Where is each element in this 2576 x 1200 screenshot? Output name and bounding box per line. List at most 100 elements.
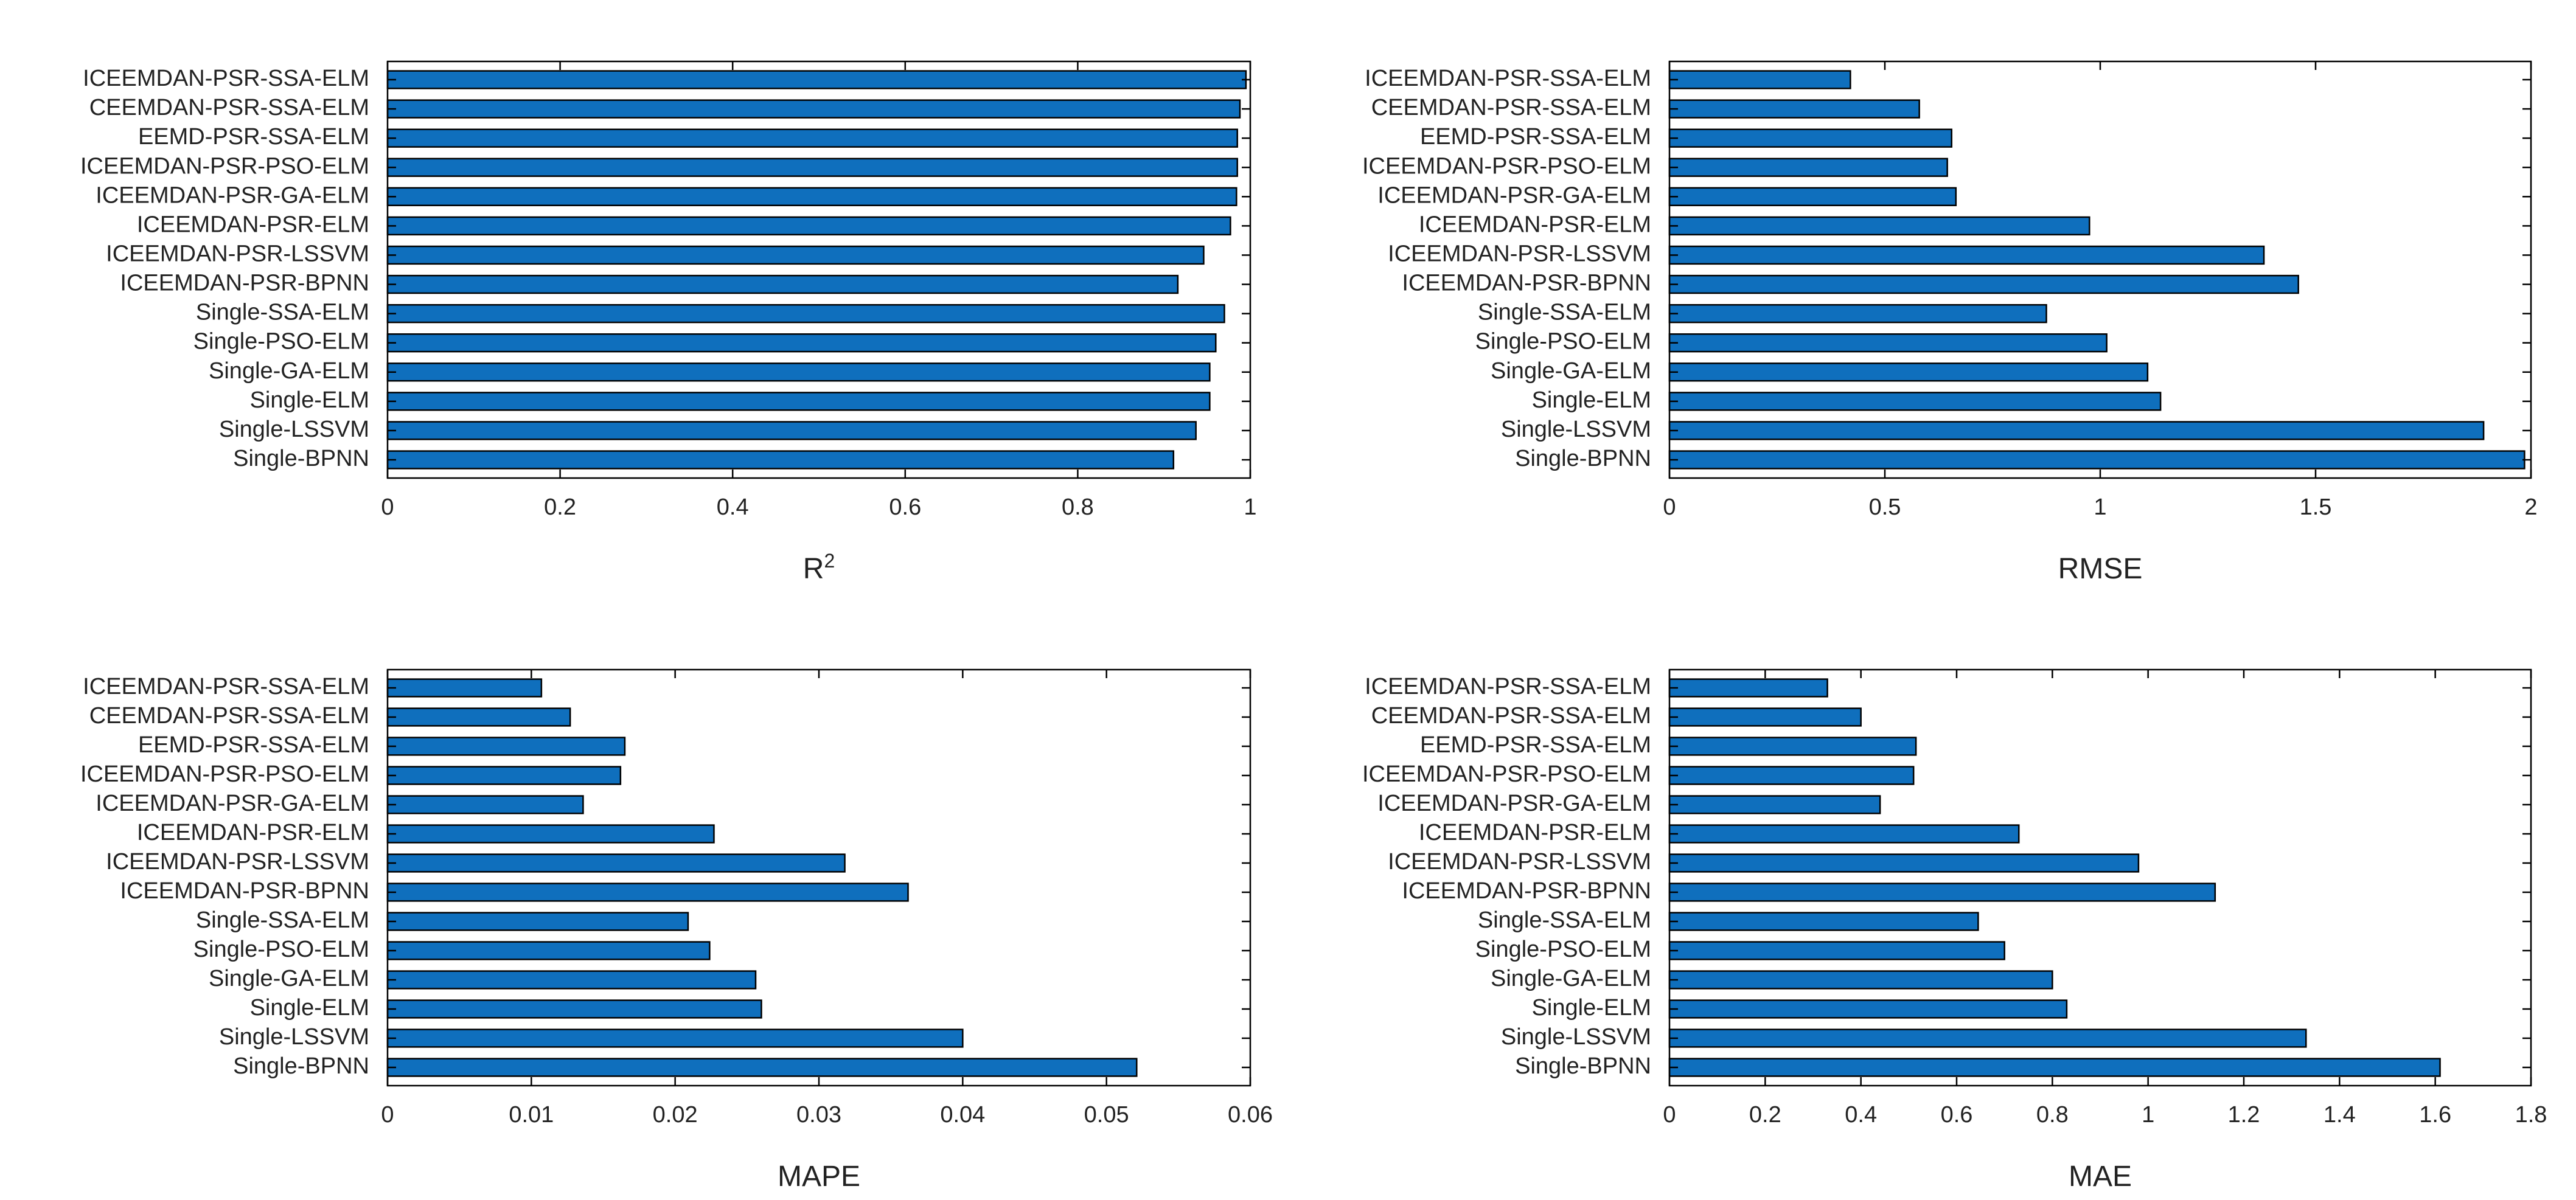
category-label: EEMD-PSR-SSA-ELM xyxy=(138,732,369,758)
axes-frame xyxy=(386,668,1251,1087)
x-tick-label: 0.8 xyxy=(1062,494,1094,520)
category-label: Single-ELM xyxy=(1532,387,1651,413)
category-label: CEEMDAN-PSR-SSA-ELM xyxy=(89,703,369,729)
category-label: Single-SSA-ELM xyxy=(1478,907,1651,933)
panel-3: ICEEMDAN-PSR-SSA-ELM CEEMDAN-PSR-SSA-ELM E… xyxy=(80,668,1273,1193)
bar xyxy=(386,912,689,931)
bar xyxy=(1668,187,1957,206)
bar xyxy=(386,795,584,814)
bar xyxy=(1668,333,2108,353)
category-label: Single-PSO-ELM xyxy=(1475,329,1651,355)
x-axis-label: R2 xyxy=(803,550,835,585)
x-axis-label: RMSE xyxy=(2058,553,2143,585)
x-tick-label: 1.6 xyxy=(2419,1102,2451,1128)
category-label: Single-LSSVM xyxy=(219,1024,369,1050)
x-tick-label: 0.6 xyxy=(889,494,921,520)
bar xyxy=(386,1058,1138,1077)
category-label: ICEEMDAN-PSR-BPNN xyxy=(120,271,369,296)
bar xyxy=(386,999,762,1019)
bar xyxy=(386,421,1197,440)
x-tick-label: 1 xyxy=(2094,494,2106,520)
bar xyxy=(386,216,1231,236)
category-label: EEMD-PSR-SSA-ELM xyxy=(138,124,369,150)
axes-frame xyxy=(1668,668,2532,1087)
category-label: Single-SSA-ELM xyxy=(1478,300,1651,325)
bar xyxy=(386,941,711,960)
x-tick-label: 0.06 xyxy=(1228,1102,1273,1128)
x-tick-label: 0.5 xyxy=(1869,494,1901,520)
bar xyxy=(386,333,1217,353)
bar xyxy=(1668,70,1851,89)
category-label: ICEEMDAN-PSR-GA-ELM xyxy=(96,791,369,816)
axes-frame xyxy=(1668,60,2532,479)
x-tick-label: 0.4 xyxy=(1845,1102,1877,1128)
bar xyxy=(386,678,543,698)
category-label: Single-ELM xyxy=(250,995,369,1021)
category-label: CEEMDAN-PSR-SSA-ELM xyxy=(89,95,369,120)
category-label: ICEEMDAN-PSR-LSSVM xyxy=(1388,849,1651,875)
category-label: Single-BPNN xyxy=(1515,446,1651,471)
bar xyxy=(1668,392,2162,411)
bar xyxy=(1668,883,2216,902)
category-label: ICEEMDAN-PSR-GA-ELM xyxy=(1377,791,1651,816)
x-tick-label: 1 xyxy=(1244,494,1256,520)
axes-frame xyxy=(386,60,1251,479)
category-label: Single-LSSVM xyxy=(219,417,369,442)
category-label: Single-GA-ELM xyxy=(1491,966,1651,991)
bar xyxy=(1668,450,2526,470)
x-tick-label: 0.04 xyxy=(940,1102,985,1128)
category-label: Single-SSA-ELM xyxy=(196,907,369,933)
category-label: ICEEMDAN-PSR-ELM xyxy=(1419,820,1651,845)
bar xyxy=(1668,941,2005,960)
x-tick-label: 0.6 xyxy=(1941,1102,1973,1128)
category-label: Single-GA-ELM xyxy=(1491,358,1651,384)
bar xyxy=(1668,912,1979,931)
x-tick-label: 1.5 xyxy=(2300,494,2332,520)
category-label: Single-ELM xyxy=(250,387,369,413)
bar xyxy=(1668,216,2090,236)
bar xyxy=(386,824,715,844)
category-label: ICEEMDAN-PSR-PSO-ELM xyxy=(1362,761,1651,787)
bar xyxy=(1668,99,1920,119)
panel-2: ICEEMDAN-PSR-SSA-ELM CEEMDAN-PSR-SSA-ELM E… xyxy=(1362,60,2538,585)
category-label: CEEMDAN-PSR-SSA-ELM xyxy=(1371,95,1651,120)
x-axis-label: MAPE xyxy=(778,1160,860,1193)
bar xyxy=(1668,303,2047,324)
category-label: ICEEMDAN-PSR-PSO-ELM xyxy=(80,761,369,787)
bar xyxy=(1668,737,1917,756)
x-tick-label: 0 xyxy=(381,1102,394,1128)
x-axis-label: MAE xyxy=(2069,1160,2132,1193)
bar xyxy=(1668,274,2299,294)
category-label: Single-ELM xyxy=(1532,995,1651,1021)
category-label: Single-GA-ELM xyxy=(209,358,369,384)
bar xyxy=(1668,766,1915,785)
category-label: ICEEMDAN-PSR-GA-ELM xyxy=(1377,182,1651,208)
category-label: EEMD-PSR-SSA-ELM xyxy=(1420,124,1651,150)
bar xyxy=(386,245,1205,265)
bar xyxy=(386,392,1211,411)
panel-4: ICEEMDAN-PSR-SSA-ELM CEEMDAN-PSR-SSA-ELM E… xyxy=(1362,668,2547,1193)
category-label: Single-PSO-ELM xyxy=(193,329,369,355)
category-label: Single-PSO-ELM xyxy=(193,937,369,962)
bar xyxy=(386,99,1241,119)
x-tick-label: 0.4 xyxy=(717,494,749,520)
x-tick-label: 2 xyxy=(2524,494,2537,520)
category-label: ICEEMDAN-PSR-SSA-ELM xyxy=(83,674,369,699)
category-label: Single-BPNN xyxy=(1515,1053,1651,1079)
category-label: ICEEMDAN-PSR-PSO-ELM xyxy=(80,153,369,179)
bar xyxy=(386,362,1211,382)
x-axis-label-superscript: 2 xyxy=(824,550,835,572)
category-label: CEEMDAN-PSR-SSA-ELM xyxy=(1371,703,1651,729)
bar xyxy=(1668,999,2068,1019)
category-label: ICEEMDAN-PSR-PSO-ELM xyxy=(1362,153,1651,179)
category-label: ICEEMDAN-PSR-ELM xyxy=(137,212,369,237)
category-label: ICEEMDAN-PSR-SSA-ELM xyxy=(1365,674,1651,699)
bar xyxy=(386,70,1247,89)
bar xyxy=(1668,128,1952,148)
category-label: ICEEMDAN-PSR-SSA-ELM xyxy=(1365,66,1651,91)
category-label: ICEEMDAN-PSR-BPNN xyxy=(1402,878,1651,904)
bar xyxy=(1668,795,1881,814)
bar xyxy=(386,853,846,873)
category-label: ICEEMDAN-PSR-LSSVM xyxy=(1388,241,1651,266)
